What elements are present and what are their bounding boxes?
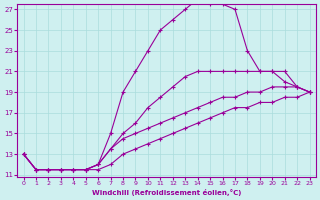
X-axis label: Windchill (Refroidissement éolien,°C): Windchill (Refroidissement éolien,°C)	[92, 189, 241, 196]
